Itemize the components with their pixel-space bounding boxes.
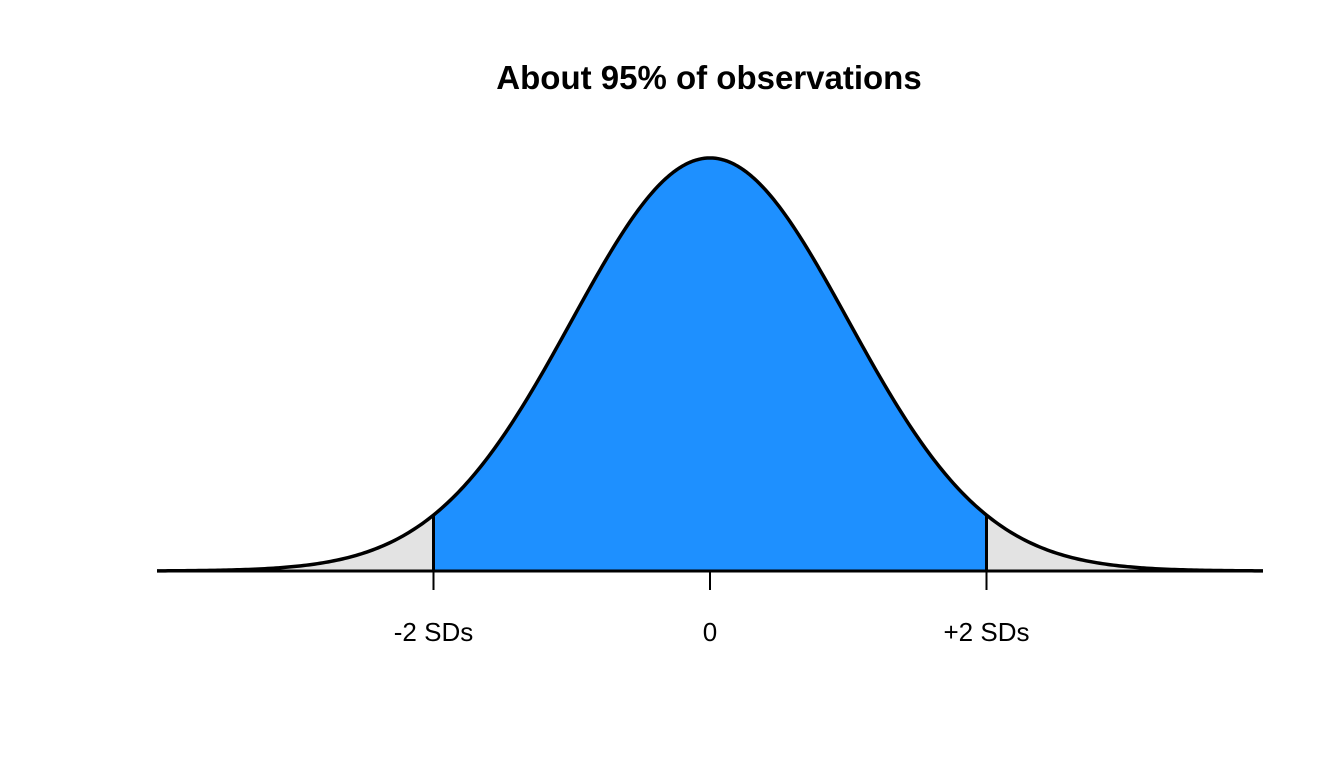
x-tick-label-1: 0	[703, 617, 717, 647]
left-tail-area	[157, 515, 434, 571]
plot-area: -2 SDs 0 +2 SDs	[156, 156, 1264, 647]
chart-title: About 95% of observations	[496, 59, 922, 96]
density-curve	[156, 156, 1264, 573]
x-tick-label-2: +2 SDs	[944, 617, 1030, 647]
central-95-area	[433, 157, 987, 571]
x-tick-label-0: -2 SDs	[394, 617, 473, 647]
right-tail-area	[986, 515, 1263, 571]
